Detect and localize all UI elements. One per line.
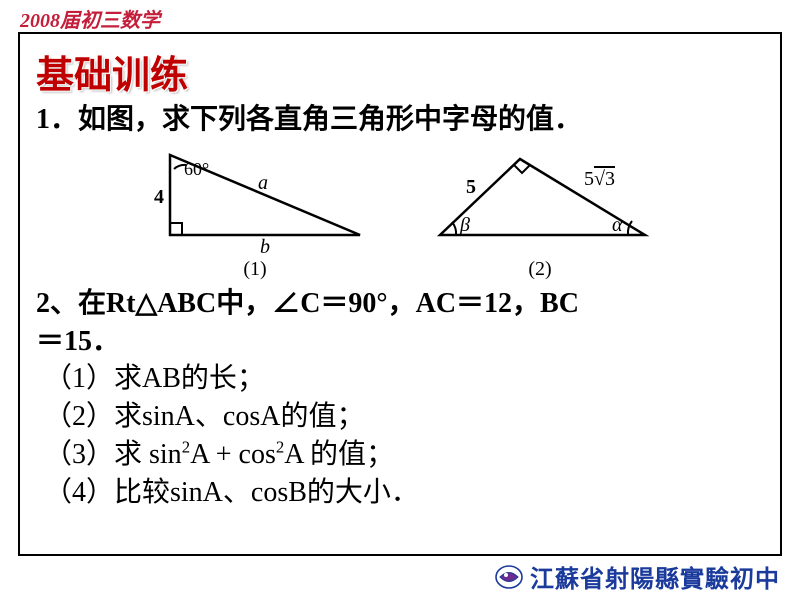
angle-beta-label: β: [459, 214, 470, 236]
angle-60-label: 60°: [184, 159, 209, 179]
diagram-1-wrap: 60° 4 a b (1): [140, 145, 370, 281]
item-3-pre: （3）求 sin: [44, 439, 182, 470]
footer-text: 江蘇省射陽縣實驗初中: [530, 559, 780, 594]
item-3-mid2: A 的值；: [284, 439, 394, 470]
item-3-exp1: 2: [182, 438, 190, 457]
diagram-1-label: (1): [140, 258, 370, 281]
item-4: （4）比较sinA、cosB的大小．: [44, 474, 764, 512]
side-a-label: a: [258, 172, 268, 194]
problem-2-items: （1）求AB的长； （2）求sinA、cosA的值； （3）求 sin2A + …: [44, 360, 764, 511]
side-b-label: b: [260, 236, 270, 255]
item-3-mid1: A + cos: [190, 439, 276, 470]
diagram-2-label: (2): [420, 258, 660, 281]
section-title: 基础训练: [36, 44, 764, 99]
problem-2-line1: 2、在Rt△ABC中，∠C＝90°，AC＝12，BC: [36, 288, 579, 319]
item-3-exp2: 2: [276, 438, 284, 457]
diagram-row: 60° 4 a b (1) 5 5√3 β α (2: [36, 145, 764, 281]
triangle-2-svg: 5 5√3 β α: [420, 145, 660, 255]
footer-logo-icon: [494, 564, 524, 590]
problem-2-heading: 2、在Rt△ABC中，∠C＝90°，AC＝12，BC ＝15．: [36, 285, 764, 361]
angle-alpha-label: α: [612, 214, 623, 236]
triangle-1-svg: 60° 4 a b: [140, 145, 370, 255]
page-header: 2008届初三数学: [20, 4, 160, 33]
item-1: （1）求AB的长；: [44, 360, 764, 398]
item-2: （2）求sinA、cosA的值；: [44, 398, 764, 436]
footer: 江蘇省射陽縣實驗初中: [494, 559, 780, 594]
problem-1-text: 1．如图，求下列各直角三角形中字母的值．: [36, 101, 764, 139]
problem-2-line2: ＝15．: [36, 326, 120, 357]
diagram-2-wrap: 5 5√3 β α (2): [420, 145, 660, 281]
side-4-label: 4: [154, 186, 164, 208]
item-3: （3）求 sin2A + cos2A 的值；: [44, 436, 764, 474]
side-5-label: 5: [466, 176, 476, 198]
content-frame: 基础训练 1．如图，求下列各直角三角形中字母的值． 60° 4 a b (1): [18, 32, 782, 556]
side-5root3-label: 5√3: [584, 168, 615, 190]
